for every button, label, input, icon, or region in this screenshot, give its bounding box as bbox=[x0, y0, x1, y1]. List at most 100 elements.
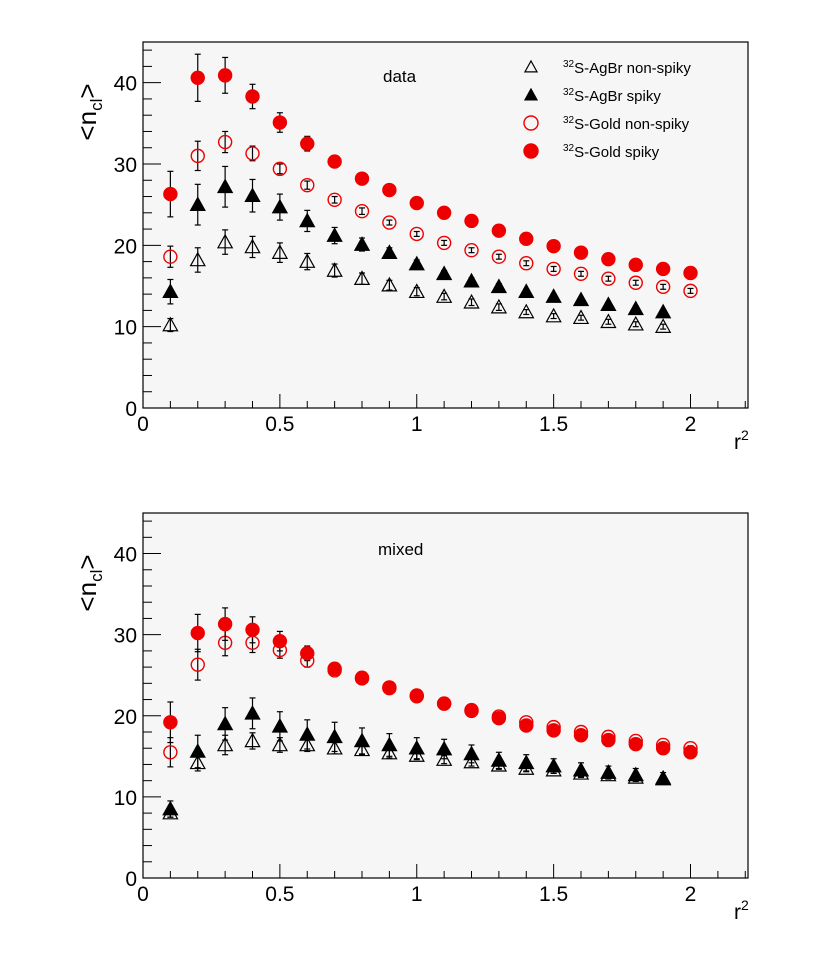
data-point bbox=[272, 633, 288, 649]
data-point bbox=[189, 754, 206, 770]
legend-label-text: S-AgBr non-spiky bbox=[574, 60, 691, 77]
data-point bbox=[545, 757, 562, 773]
data-point bbox=[546, 261, 561, 277]
data-point bbox=[353, 236, 371, 251]
data-point bbox=[601, 271, 616, 286]
data-point bbox=[654, 303, 672, 319]
data-point bbox=[491, 249, 507, 264]
legend-item: 32S-AgBr non-spiky bbox=[523, 59, 691, 77]
legend-marker bbox=[523, 87, 539, 101]
data-point bbox=[354, 670, 370, 685]
data-point bbox=[655, 741, 671, 756]
data-point bbox=[601, 732, 616, 748]
data-point bbox=[572, 291, 590, 307]
data-point bbox=[163, 715, 178, 730]
panel-annotation: mixed bbox=[378, 540, 423, 559]
data-point bbox=[463, 745, 480, 761]
data-point bbox=[409, 689, 424, 704]
data-point bbox=[573, 728, 589, 743]
data-point bbox=[628, 275, 643, 290]
data-point bbox=[216, 715, 234, 731]
data-point bbox=[436, 235, 452, 251]
data-point bbox=[573, 266, 589, 281]
data-point bbox=[382, 215, 397, 230]
data-point bbox=[381, 244, 398, 259]
data-point bbox=[408, 255, 425, 271]
data-point bbox=[572, 761, 590, 777]
data-point bbox=[408, 739, 425, 755]
data-point bbox=[546, 238, 561, 254]
x-tick-label: 1.5 bbox=[539, 883, 568, 906]
legend-item: 32S-Gold spiky bbox=[523, 143, 660, 161]
x-axis-label-text: r bbox=[734, 901, 741, 924]
x-tick-label: 1 bbox=[411, 883, 423, 906]
data-point bbox=[683, 745, 698, 760]
data-point bbox=[518, 283, 535, 299]
series-filled-circle bbox=[163, 53, 698, 281]
data-point bbox=[464, 243, 479, 258]
data-point bbox=[217, 68, 233, 83]
data-point bbox=[326, 739, 343, 755]
series-open-triangle bbox=[162, 229, 672, 333]
data-point bbox=[272, 161, 288, 177]
x-tick-label: 1 bbox=[411, 413, 423, 436]
data-point bbox=[354, 203, 370, 219]
y-axis-label-text: <n bbox=[72, 111, 102, 141]
legend-label-text: S-Gold non-spiky bbox=[574, 116, 690, 133]
data-point bbox=[299, 212, 316, 228]
legend-label-text: S-AgBr spiky bbox=[574, 88, 661, 105]
data-point bbox=[381, 736, 398, 752]
data-point bbox=[216, 178, 234, 194]
data-point bbox=[546, 723, 561, 738]
legend-item: 32S-Gold non-spiky bbox=[523, 115, 690, 133]
data-point bbox=[271, 198, 289, 214]
data-point bbox=[518, 754, 535, 770]
data-point bbox=[600, 296, 617, 312]
y-tick-label: 0 bbox=[125, 398, 137, 421]
data-point bbox=[600, 764, 617, 779]
data-point bbox=[326, 262, 343, 277]
data-point bbox=[655, 261, 671, 277]
data-point bbox=[601, 251, 616, 267]
legend-label-sup: 32 bbox=[563, 143, 575, 154]
data-point bbox=[627, 766, 644, 782]
legend-label-text: S-Gold spiky bbox=[574, 144, 660, 161]
data-point bbox=[545, 307, 562, 323]
data-point bbox=[245, 146, 260, 161]
plot-frame bbox=[142, 512, 749, 879]
data-point bbox=[409, 195, 424, 211]
data-point bbox=[300, 646, 315, 661]
series-open-circle bbox=[163, 130, 698, 299]
x-axis-label-text: r bbox=[734, 431, 741, 454]
legend-label-sup: 32 bbox=[563, 87, 575, 98]
legend-label-sup: 32 bbox=[563, 115, 575, 126]
y-axis-label-sub: cl bbox=[87, 570, 106, 582]
data-point bbox=[271, 717, 289, 733]
legend-label: 32S-AgBr spiky bbox=[563, 87, 661, 105]
data-point bbox=[217, 134, 233, 150]
data-point bbox=[162, 316, 179, 332]
data-point bbox=[326, 227, 343, 242]
data-point bbox=[518, 303, 535, 319]
data-point bbox=[491, 223, 507, 238]
x-axis-label-sup: 2 bbox=[741, 427, 749, 443]
data-point bbox=[436, 205, 452, 221]
x-axis-label: r2 bbox=[734, 427, 749, 454]
y-tick-label: 10 bbox=[114, 787, 137, 810]
data-point bbox=[189, 196, 206, 211]
x-tick-label: 0 bbox=[137, 883, 149, 906]
y-tick-label: 20 bbox=[114, 235, 137, 258]
data-point bbox=[353, 741, 371, 757]
y-tick-label: 40 bbox=[114, 73, 137, 96]
data-point bbox=[327, 661, 342, 676]
data-point bbox=[354, 171, 370, 186]
x-tick-label: 0.5 bbox=[265, 883, 294, 906]
y-tick-label: 40 bbox=[114, 544, 137, 567]
data-point bbox=[189, 743, 206, 758]
series-filled-triangle bbox=[162, 697, 672, 818]
series-filled-triangle bbox=[162, 165, 672, 319]
data-point bbox=[463, 272, 480, 288]
legend-marker bbox=[523, 59, 539, 73]
